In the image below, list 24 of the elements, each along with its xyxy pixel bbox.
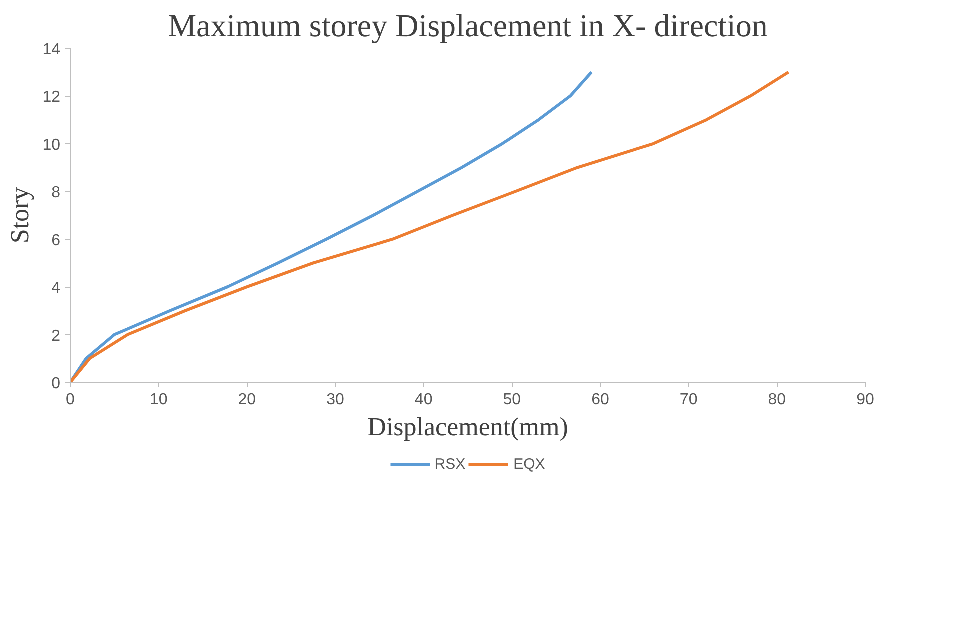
y-tick-label: 0 bbox=[52, 376, 61, 392]
legend-label: EQX bbox=[514, 456, 546, 472]
line-series bbox=[70, 70, 790, 382]
x-tick-label: 90 bbox=[856, 392, 874, 408]
x-tick-label: 30 bbox=[326, 392, 344, 408]
x-tick-label: 80 bbox=[768, 392, 786, 408]
y-axis-title: Story bbox=[6, 187, 35, 244]
y-tick-label: 2 bbox=[52, 328, 61, 345]
x-tick-label: 60 bbox=[592, 392, 610, 408]
y-tick-label: 4 bbox=[52, 280, 61, 298]
x-axis-title: Displacement(mm) bbox=[368, 412, 568, 442]
y-tick-label: 14 bbox=[42, 42, 61, 58]
chart-title: Maximum storey Displacement in X- direction bbox=[168, 8, 768, 44]
legend-label: RSX bbox=[434, 456, 466, 472]
x-tick-label: 10 bbox=[150, 392, 168, 408]
y-tick-label: 10 bbox=[42, 136, 61, 154]
y-tick-label: 6 bbox=[52, 232, 61, 250]
x-tick-label: 50 bbox=[503, 392, 522, 408]
y-tick-label: 12 bbox=[42, 89, 61, 106]
x-tick-label: 0 bbox=[66, 392, 76, 408]
x-tick-label: 40 bbox=[414, 392, 433, 408]
x-tick-label: 20 bbox=[238, 392, 256, 408]
x-tick-label: 70 bbox=[680, 392, 698, 408]
y-tick-label: 8 bbox=[52, 184, 61, 202]
